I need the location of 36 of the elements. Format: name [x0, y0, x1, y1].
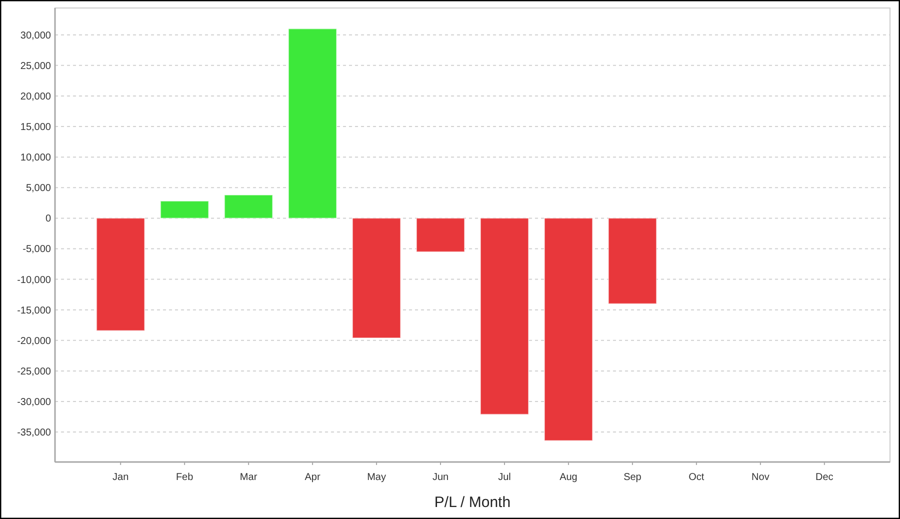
x-tick-label: Jul	[498, 472, 511, 483]
bar	[160, 200, 210, 219]
x-tick-label: Oct	[688, 472, 704, 483]
x-tick-label: Apr	[304, 472, 321, 483]
x-tick-label: May	[367, 472, 386, 483]
x-axis-title: P/L / Month	[434, 494, 511, 511]
y-tick-label: -35,000	[17, 428, 52, 439]
bar	[608, 218, 657, 304]
x-tick-label: Mar	[240, 472, 258, 483]
x-tick-label: Feb	[176, 472, 194, 483]
y-tick-label: -30,000	[17, 397, 52, 408]
y-tick-label: 20,000	[20, 91, 52, 102]
bar	[544, 218, 593, 442]
x-tick-label: Dec	[816, 472, 834, 483]
bar	[480, 218, 529, 415]
x-tick-label: Sep	[624, 472, 642, 483]
y-tick-label: -20,000	[17, 336, 52, 347]
bar	[288, 28, 338, 219]
y-tick-label: 30,000	[20, 30, 52, 42]
y-tick-label: 0	[45, 214, 52, 225]
y-tick-label: -5,000	[22, 244, 52, 256]
bar	[416, 218, 465, 252]
y-tick-label: -10,000	[17, 274, 52, 286]
y-tick-label: -15,000	[17, 305, 52, 316]
bar	[224, 194, 274, 219]
y-tick-label: -25,000	[17, 366, 52, 378]
x-tick-label: Jan	[112, 472, 129, 483]
bar	[352, 218, 402, 338]
x-tick-label: Aug	[560, 472, 578, 483]
bar	[96, 218, 146, 332]
y-tick-label: 5,000	[26, 183, 52, 194]
y-tick-label: 10,000	[20, 152, 52, 164]
y-tick-label: 15,000	[20, 122, 52, 134]
y-tick-label: 25,000	[20, 60, 52, 72]
x-tick-label: Jun	[432, 472, 449, 483]
x-tick-label: Nov	[752, 472, 770, 483]
